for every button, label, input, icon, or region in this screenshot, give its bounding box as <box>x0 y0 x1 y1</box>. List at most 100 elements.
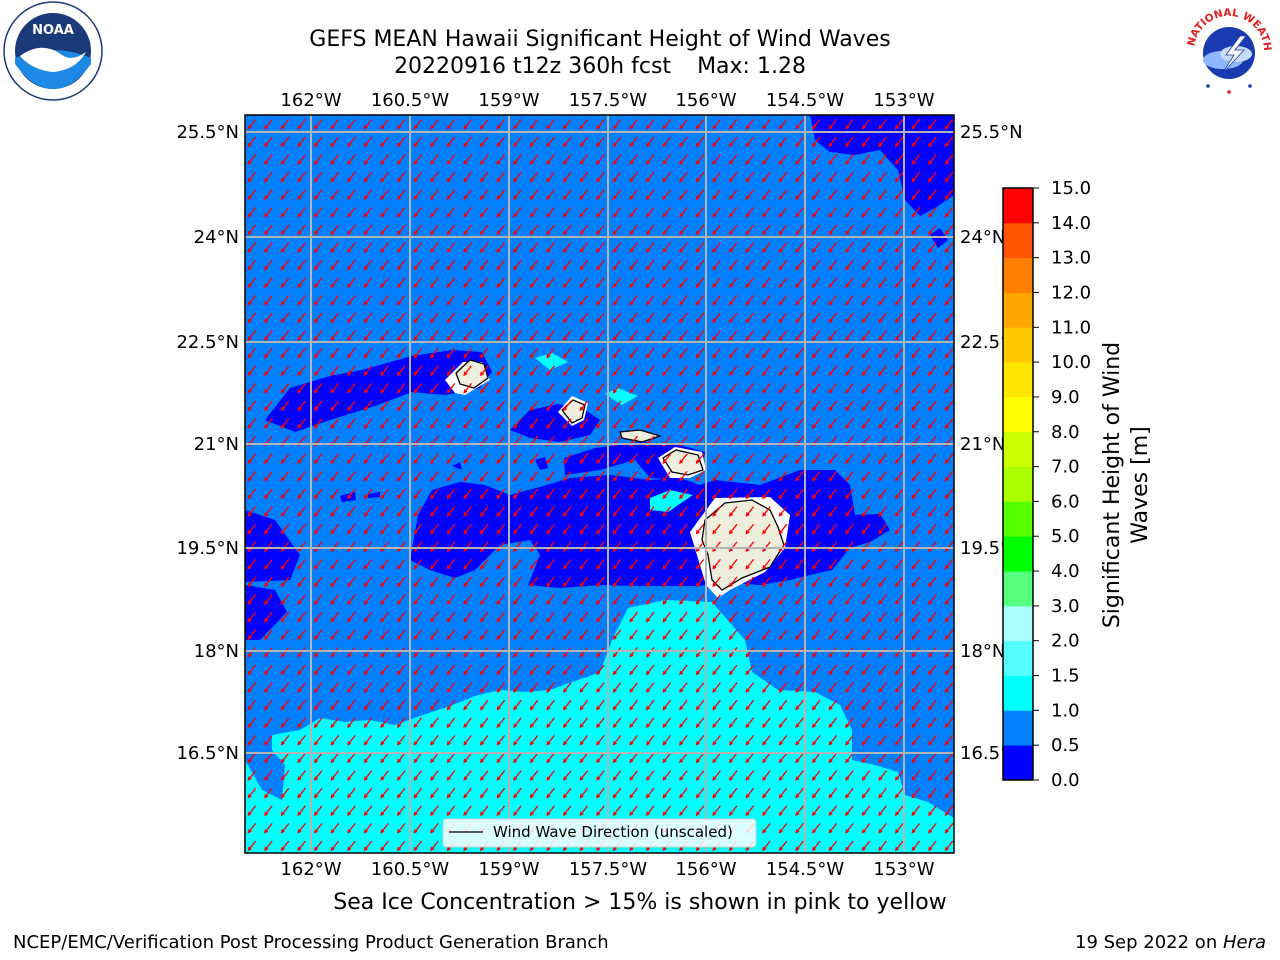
wave-arrow <box>347 506 356 517</box>
wave-arrow <box>728 629 738 641</box>
wave-arrow <box>396 347 406 359</box>
wave-arrow <box>297 400 306 412</box>
wave-arrow <box>762 840 771 852</box>
wave-arrow <box>662 787 672 799</box>
wave-arrow <box>313 118 323 130</box>
wave-arrow <box>513 400 522 412</box>
wave-arrow <box>894 330 904 341</box>
wave-arrow <box>247 752 257 764</box>
colorbar-segment <box>1003 431 1033 467</box>
wave-arrow <box>546 171 555 183</box>
wave-arrow <box>513 611 522 623</box>
wave-arrow <box>894 206 904 218</box>
wave-arrow <box>330 664 340 676</box>
wave-arrow <box>712 294 721 306</box>
wave-arrow <box>811 259 821 271</box>
colorbar-tick-label: 13.0 <box>1051 248 1091 269</box>
wave-arrow <box>330 365 340 377</box>
wave-arrow <box>712 470 721 482</box>
wave-arrow <box>529 523 539 535</box>
wave-arrow <box>845 136 854 148</box>
wave-arrow <box>861 171 871 183</box>
wave-arrow <box>380 154 389 165</box>
wave-arrow <box>828 717 838 729</box>
wave-arrow <box>413 488 423 500</box>
wave-arrow <box>313 822 323 834</box>
wave-arrow <box>596 576 605 588</box>
wave-arrow <box>347 629 356 641</box>
wave-arrow <box>662 400 672 412</box>
wave-arrow <box>330 242 340 253</box>
wave-arrow <box>712 330 721 341</box>
wave-arrow <box>463 365 472 377</box>
wave-arrow <box>313 453 323 465</box>
lat-right-5: 18°N <box>960 641 1005 662</box>
wave-arrow <box>695 312 705 324</box>
wave-arrow <box>662 682 672 693</box>
wave-arrow <box>662 242 672 253</box>
wave-arrow <box>679 594 688 605</box>
wave-arrow <box>363 470 373 482</box>
wave-arrow <box>695 294 705 306</box>
wave-arrow <box>280 506 290 517</box>
wave-arrow <box>695 118 705 130</box>
wave-arrow <box>811 558 821 570</box>
wave-arrow <box>347 400 356 412</box>
wave-arrow <box>396 734 406 746</box>
wave-arrow <box>811 699 821 711</box>
wave-arrow <box>446 558 456 570</box>
wave-arrow <box>679 330 688 341</box>
wave-arrow <box>629 752 638 764</box>
wave-arrow <box>695 400 705 412</box>
wave-arrow <box>463 805 472 817</box>
wave-arrow <box>363 822 373 834</box>
wave-arrow <box>264 717 273 729</box>
wave-arrow <box>795 805 804 817</box>
wave-arrow <box>762 470 771 482</box>
wave-arrow <box>596 770 605 781</box>
wave-arrow <box>861 558 871 570</box>
wave-arrow <box>795 259 804 271</box>
wave-arrow <box>529 154 539 165</box>
wave-arrow <box>629 699 638 711</box>
wave-arrow <box>795 629 804 641</box>
wave-arrow <box>313 154 323 165</box>
wave-arrow <box>546 506 555 517</box>
wave-arrow <box>828 277 838 289</box>
wave-arrow <box>297 664 306 676</box>
wave-arrow <box>430 136 439 148</box>
wave-arrow <box>446 682 456 693</box>
wave-arrow <box>645 294 655 306</box>
wave-arrow <box>679 611 688 623</box>
wave-arrow <box>679 312 688 324</box>
wave-arrow <box>662 805 672 817</box>
wave-arrow <box>612 717 622 729</box>
lon-top-0: 162°W <box>280 90 341 111</box>
wave-arrow <box>297 312 306 324</box>
wave-arrow <box>396 506 406 517</box>
wave-arrow <box>446 629 456 641</box>
wave-arrow <box>446 752 456 764</box>
wave-arrow <box>596 488 605 500</box>
wave-arrow <box>529 365 539 377</box>
wave-arrow <box>380 822 389 834</box>
wave-arrow <box>579 488 589 500</box>
wave-arrow <box>811 717 821 729</box>
wave-arrow <box>878 770 887 781</box>
wave-arrow <box>911 717 921 729</box>
wave-arrow <box>380 805 389 817</box>
wave-arrow <box>728 259 738 271</box>
wave-arrow <box>413 558 423 570</box>
wave-arrow <box>828 312 838 324</box>
wave-arrow <box>297 629 306 641</box>
wave-arrow <box>513 118 522 130</box>
wave-arrow <box>396 629 406 641</box>
wave-arrow <box>529 189 539 201</box>
wave-arrow <box>479 664 489 676</box>
wave-arrow <box>778 206 788 218</box>
wave-arrow <box>662 664 672 676</box>
wave-arrow <box>579 294 589 306</box>
wave-arrow <box>861 224 871 236</box>
wave-arrow <box>496 347 506 359</box>
wave-arrow <box>579 770 589 781</box>
